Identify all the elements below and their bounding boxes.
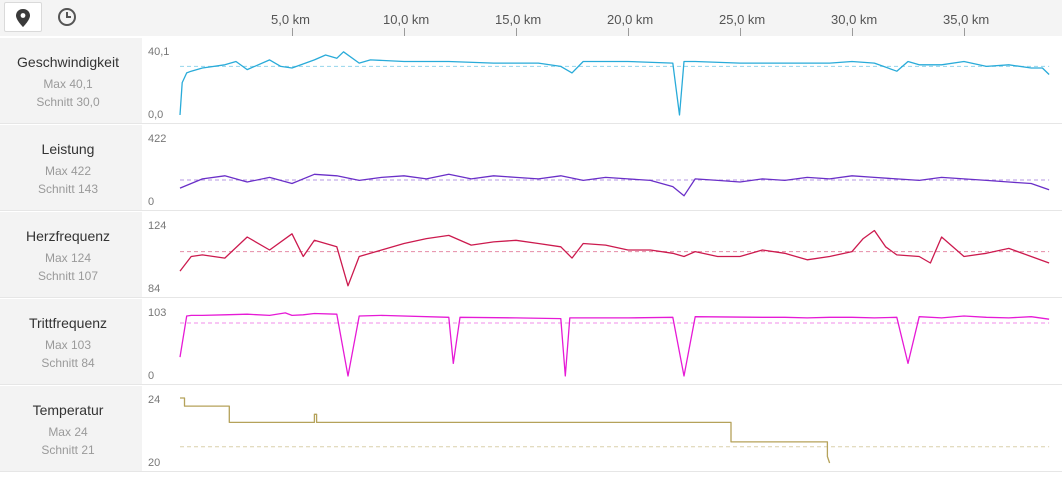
- metric-average: Schnitt 143: [37, 182, 99, 196]
- axis-tick: [963, 28, 965, 36]
- series-line-temperatur: [179, 397, 831, 464]
- metric-panel-4: Temperatur Max 24 Schnitt 21: [0, 386, 142, 471]
- panel-divider: [0, 384, 1062, 385]
- panel-divider: [0, 210, 1062, 211]
- metric-average: Schnitt 84: [41, 356, 95, 370]
- y-max-label: 124: [148, 220, 167, 232]
- axis-tick: [739, 28, 741, 36]
- y-min-label: 0: [148, 196, 155, 208]
- time-view-button[interactable]: [48, 2, 86, 32]
- axis-tick: [627, 28, 629, 36]
- series-line-leistung: [179, 173, 1050, 197]
- metric-panel-3: Trittfrequenz Max 103 Schnitt 84: [0, 299, 142, 384]
- metric-title: Geschwindigkeit: [17, 54, 119, 70]
- y-max-label: 422: [148, 133, 167, 145]
- axis-tick: [403, 28, 405, 36]
- metric-panel-0: Geschwindigkeit Max 40,1 Schnitt 30,0: [0, 38, 142, 123]
- metric-max: Max 103: [44, 338, 92, 352]
- panel-divider: [0, 123, 1062, 124]
- metric-max: Max 40,1: [43, 77, 93, 91]
- clock-icon: [58, 8, 76, 26]
- y-max-label: 24: [148, 394, 161, 406]
- toolbar: 5,0 km 10,0 km 15,0 km 20,0 km 25,0 km 30,0 k…: [0, 0, 1062, 36]
- metric-average: Schnitt 30,0: [36, 95, 100, 109]
- axis-tick-label: 15,0 km: [495, 12, 542, 27]
- axis-tick: [291, 28, 293, 36]
- map-pin-icon: [16, 9, 30, 27]
- y-max-label: 40,1: [148, 46, 170, 58]
- y-max-label: 103: [148, 307, 167, 319]
- axis-tick-label: 10,0 km: [383, 12, 430, 27]
- axis-tick-label: 5,0 km: [271, 12, 311, 27]
- series-line-trittfrequenz: [179, 312, 1050, 377]
- metric-title: Leistung: [41, 141, 95, 157]
- metric-max: Max 124: [44, 251, 92, 265]
- axis-tick: [851, 28, 853, 36]
- axis-tick-label: 20,0 km: [607, 12, 654, 27]
- y-min-label: 0,0: [148, 109, 164, 121]
- metric-max: Max 24: [48, 425, 88, 439]
- metric-title: Temperatur: [32, 402, 104, 418]
- series-line-herzfrequenz: [179, 229, 1050, 287]
- metric-title: Trittfrequenz: [28, 315, 108, 331]
- metric-panel-2: Herzfrequenz Max 124 Schnitt 107: [0, 212, 142, 297]
- y-min-label: 20: [148, 457, 161, 469]
- axis-tick-label: 25,0 km: [719, 12, 766, 27]
- y-min-label: 0: [148, 370, 155, 382]
- metric-title: Herzfrequenz: [25, 228, 111, 244]
- metric-average: Schnitt 107: [37, 269, 99, 283]
- axis-tick-label: 35,0 km: [943, 12, 990, 27]
- metric-max: Max 422: [44, 164, 92, 178]
- panel-divider: [0, 297, 1062, 298]
- y-min-label: 84: [148, 283, 161, 295]
- axis-tick: [515, 28, 517, 36]
- map-view-button[interactable]: [4, 2, 42, 32]
- axis-tick-label: 30,0 km: [831, 12, 878, 27]
- metric-average: Schnitt 21: [41, 443, 95, 457]
- panel-divider: [0, 471, 1062, 472]
- metric-panel-1: Leistung Max 422 Schnitt 143: [0, 125, 142, 210]
- series-line-geschwindigkeit: [179, 51, 1050, 116]
